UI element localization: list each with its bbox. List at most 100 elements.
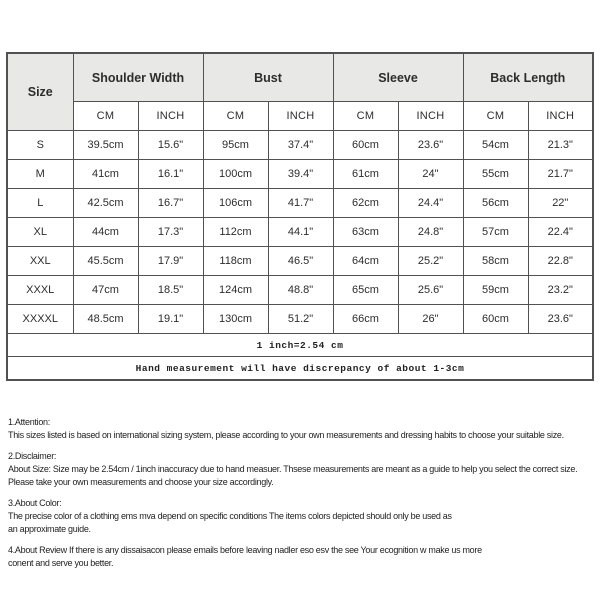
col-header-bust: Bust: [202, 52, 334, 102]
note-attention: 1.Attention: This sizes listed is based …: [8, 416, 598, 442]
unit-header-cm: CM: [332, 101, 399, 131]
note-text: conent and serve you better.: [8, 558, 114, 568]
measurement-cell: 24": [397, 159, 464, 189]
measurement-cell: 63cm: [332, 217, 399, 247]
size-cell: XXXL: [6, 275, 74, 305]
measurement-cell: 124cm: [202, 275, 269, 305]
measurement-cell: 23.6": [397, 130, 464, 160]
measurement-cell: 21.3": [527, 130, 594, 160]
measurement-cell: 60cm: [332, 130, 399, 160]
unit-header-inch: INCH: [397, 101, 464, 131]
size-chart-table: Size Shoulder Width Bust Sleeve Back Len…: [6, 52, 595, 381]
size-cell: XXXXL: [6, 304, 74, 334]
measurement-cell: 55cm: [462, 159, 529, 189]
measurement-cell: 58cm: [462, 246, 529, 276]
measurement-cell: 39.4": [267, 159, 334, 189]
measurement-cell: 24.8": [397, 217, 464, 247]
table-row: S 39.5cm 15.6" 95cm 37.4" 60cm 23.6" 54cm 21.3": [6, 130, 594, 160]
measurement-cell: 60cm: [462, 304, 529, 334]
notes-section: 1.Attention: This sizes listed is based …: [8, 416, 598, 578]
measurement-cell: 66cm: [332, 304, 399, 334]
unit-header-row: CM INCH CM INCH CM INCH CM INCH: [7, 101, 594, 131]
measurement-cell: 46.5": [267, 246, 334, 276]
note-about-color: 3.About Color: The precise color of a cl…: [8, 497, 598, 536]
measurement-cell: 56cm: [462, 188, 529, 218]
size-cell: XXL: [6, 246, 74, 276]
measurement-cell: 48.8": [267, 275, 334, 305]
measurement-cell: 44cm: [72, 217, 139, 247]
size-table-body: S 39.5cm 15.6" 95cm 37.4" 60cm 23.6" 54cm 21.3" M…: [6, 130, 594, 334]
measurement-cell: 47cm: [72, 275, 139, 305]
table-row: XL 44cm 17.3" 112cm 44.1" 63cm 24.8" 57cm 22.4": [6, 217, 594, 247]
note-text: About Size: Size may be 2.54cm / 1inch i…: [8, 464, 578, 474]
measurement-cell: 26": [397, 304, 464, 334]
table-row: L 42.5cm 16.7" 106cm 41.7" 62cm 24.4" 56cm 22": [6, 188, 594, 218]
unit-header-cm: CM: [462, 101, 529, 131]
size-cell: S: [6, 130, 74, 160]
measurement-cell: 17.9": [137, 246, 204, 276]
note-text: an approximate guide.: [8, 524, 91, 534]
note-about-review: 4.About Review If there is any dissaisac…: [8, 544, 598, 570]
measurement-cell: 15.6": [137, 130, 204, 160]
unit-header-inch: INCH: [267, 101, 334, 131]
note-title: 1.Attention:: [8, 417, 50, 427]
note-title: 3.About Color:: [8, 498, 62, 508]
measurement-cell: 65cm: [332, 275, 399, 305]
measurement-cell: 37.4": [267, 130, 334, 160]
measurement-cell: 25.2": [397, 246, 464, 276]
measurement-cell: 19.1": [137, 304, 204, 334]
measurement-cell: 62cm: [332, 188, 399, 218]
note-text: Please take your own measurements and ch…: [8, 477, 274, 487]
table-row: XXXXL 48.5cm 19.1" 130cm 51.2" 66cm 26" 60cm 23.…: [6, 304, 594, 334]
measurement-cell: 16.7": [137, 188, 204, 218]
measurement-cell: 22.4": [527, 217, 594, 247]
measurement-cell: 112cm: [202, 217, 269, 247]
measurement-cell: 22.8": [527, 246, 594, 276]
conversion-note-row: 1 inch=2.54 cm: [6, 333, 594, 357]
unit-header-cm: CM: [72, 101, 139, 131]
measurement-cell: 16.1": [137, 159, 204, 189]
note-text: This sizes listed is based on internatio…: [8, 430, 564, 440]
measurement-cell: 48.5cm: [72, 304, 139, 334]
col-header-back-length: Back Length: [462, 52, 594, 102]
measurement-cell: 21.7": [527, 159, 594, 189]
note-text: 4.About Review If there is any dissaisac…: [8, 545, 482, 555]
unit-header-inch: INCH: [137, 101, 204, 131]
measurement-cell: 95cm: [202, 130, 269, 160]
measurement-cell: 106cm: [202, 188, 269, 218]
unit-header-inch: INCH: [527, 101, 594, 131]
measurement-cell: 59cm: [462, 275, 529, 305]
note-text: The precise color of a clothing ems mva …: [8, 511, 452, 521]
table-row: M 41cm 16.1" 100cm 39.4" 61cm 24" 55cm 21.7": [6, 159, 594, 189]
measurement-cell: 54cm: [462, 130, 529, 160]
size-cell: L: [6, 188, 74, 218]
measurement-cell: 25.6": [397, 275, 464, 305]
measurement-cell: 41cm: [72, 159, 139, 189]
unit-header-cm: CM: [202, 101, 269, 131]
table-row: XXXL 47cm 18.5" 124cm 48.8" 65cm 25.6" 59cm 23.2…: [6, 275, 594, 305]
note-disclaimer: 2.Disclaimer: About Size: Size may be 2.…: [8, 450, 598, 489]
measurement-cell: 41.7": [267, 188, 334, 218]
conversion-note: 1 inch=2.54 cm: [6, 333, 594, 357]
measurement-cell: 44.1": [267, 217, 334, 247]
group-header-row: Size Shoulder Width Bust Sleeve Back Len…: [6, 52, 594, 131]
measurement-cell: 45.5cm: [72, 246, 139, 276]
measurement-cell: 24.4": [397, 188, 464, 218]
measurement-cell: 39.5cm: [72, 130, 139, 160]
measurement-cell: 22": [527, 188, 594, 218]
measurement-note-row: Hand measurement will have discrepancy o…: [6, 356, 594, 381]
measurement-cell: 42.5cm: [72, 188, 139, 218]
note-title: 2.Disclaimer:: [8, 451, 57, 461]
measurement-cell: 23.2": [527, 275, 594, 305]
measurement-cell: 51.2": [267, 304, 334, 334]
col-header-shoulder-width: Shoulder Width: [72, 52, 204, 102]
size-cell: XL: [6, 217, 74, 247]
table-row: XXL 45.5cm 17.9" 118cm 46.5" 64cm 25.2" 58cm 22.…: [6, 246, 594, 276]
measurement-cell: 130cm: [202, 304, 269, 334]
measurement-cell: 64cm: [332, 246, 399, 276]
measurement-cell: 61cm: [332, 159, 399, 189]
measurement-cell: 100cm: [202, 159, 269, 189]
measurement-cell: 118cm: [202, 246, 269, 276]
measurement-cell: 23.6": [527, 304, 594, 334]
measurement-note: Hand measurement will have discrepancy o…: [6, 356, 594, 381]
